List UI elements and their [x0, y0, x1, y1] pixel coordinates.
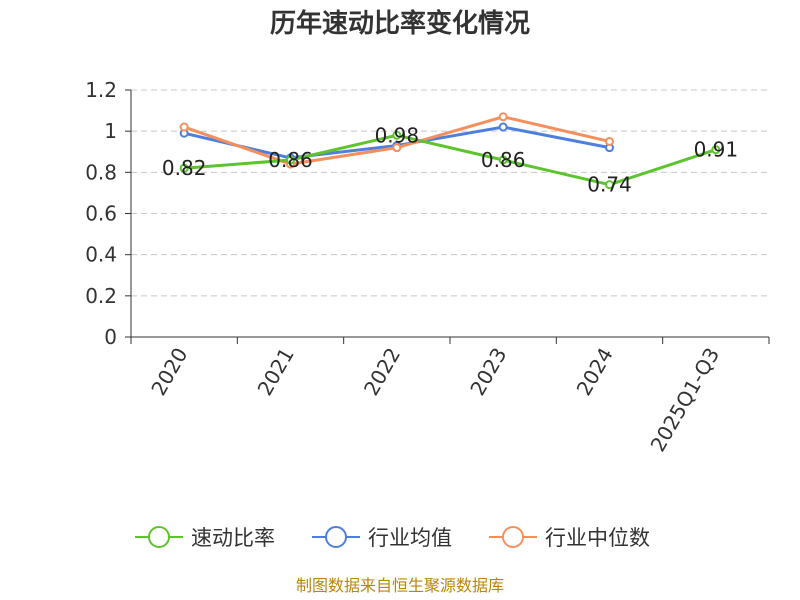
- legend-item-2: 行业均值: [312, 526, 452, 550]
- data-label: 0.98: [375, 123, 420, 147]
- data-label: 0.86: [481, 148, 526, 172]
- source-note: 制图数据来自恒生聚源数据库: [296, 576, 504, 595]
- data-labels: 0.82 0.86 0.98 0.86 0.74 0.91: [162, 123, 738, 196]
- data-point: [711, 145, 721, 155]
- data-label: 0.86: [268, 148, 313, 172]
- data-label: 0.74: [587, 173, 632, 197]
- series-group: [179, 112, 721, 190]
- data-label: 0.91: [694, 138, 739, 162]
- chart-title: 历年速动比率变化情况: [270, 8, 530, 39]
- data-point: [605, 180, 614, 190]
- legend-marker: [502, 526, 524, 548]
- data-point: [286, 155, 295, 165]
- x-tick-label: 2023: [465, 343, 511, 399]
- legend-marker: [148, 526, 170, 548]
- y-axis-tick-labels: 0 0.2 0.4 0.6 0.8 1 1.2: [85, 78, 117, 349]
- legend-marker: [325, 526, 347, 548]
- x-tick-label: 2020: [146, 344, 192, 400]
- data-point: [498, 122, 508, 132]
- data-label: 0.82: [162, 156, 207, 180]
- x-tick-label: 2025Q1-Q3: [645, 344, 724, 456]
- data-point: [392, 130, 402, 140]
- data-point: [605, 136, 614, 146]
- y-tick-label: 1.2: [85, 78, 117, 102]
- x-tick-label: 2024: [572, 344, 618, 400]
- data-point: [179, 122, 189, 132]
- legend-item-1: 速动比率: [135, 526, 275, 550]
- y-tick-label: 0.2: [85, 284, 117, 308]
- legend: 速动比率 行业均值 行业中位数: [135, 526, 650, 550]
- y-tick-label: 0.4: [85, 243, 117, 267]
- legend-label: 行业均值: [368, 526, 452, 550]
- y-tick-label: 0.8: [85, 160, 117, 184]
- data-point: [179, 163, 189, 173]
- axes: [125, 89, 770, 344]
- series-1: [179, 130, 721, 190]
- legend-label: 行业中位数: [545, 526, 650, 550]
- y-tick-label: 1: [104, 119, 117, 143]
- x-tick-label: 2022: [359, 344, 405, 400]
- y-tick-label: 0: [104, 325, 117, 349]
- y-tick-label: 0.6: [85, 202, 117, 226]
- legend-item-3: 行业中位数: [489, 526, 650, 550]
- data-point: [498, 155, 508, 165]
- x-tick-label: 2021: [253, 344, 299, 400]
- data-point: [498, 112, 508, 122]
- x-axis-tick-labels: 2020 2021 2022 2023 2024 2025Q1-Q3: [146, 343, 724, 455]
- data-point: [392, 143, 402, 153]
- grid-lines: [131, 89, 769, 297]
- legend-label: 速动比率: [191, 526, 275, 550]
- series-line: [184, 133, 717, 187]
